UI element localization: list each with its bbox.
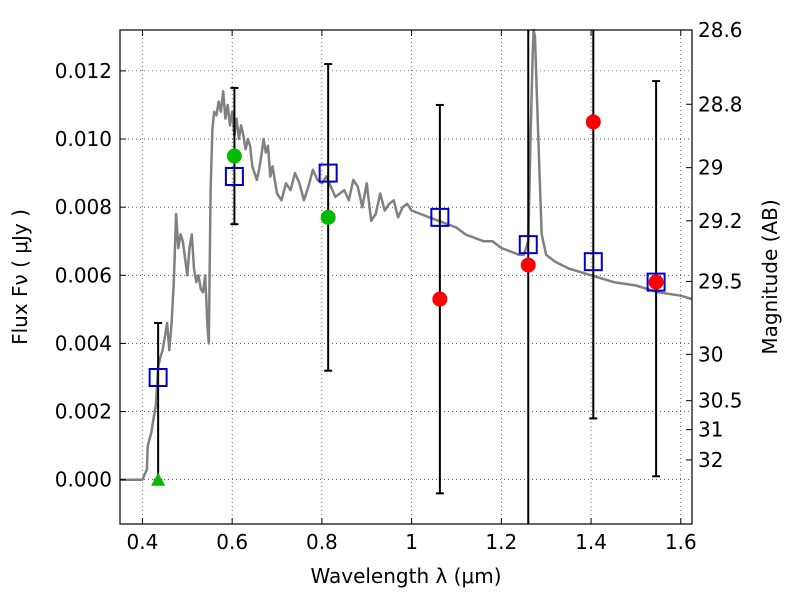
y2-tick-label: 29 [698, 156, 723, 180]
y-axis-label: Flux Fν ( μJy ) [8, 209, 32, 345]
y-tick-label: 0.006 [55, 263, 112, 287]
model-sed-line [120, 28, 693, 481]
y2-tick-label: 29.5 [698, 269, 743, 293]
y-tick-label: 0.002 [55, 400, 112, 424]
marker-layer [148, 114, 666, 486]
y2-tick-label: 30 [698, 342, 723, 366]
x-tick-label: 1 [405, 530, 418, 554]
observed-flux-circle-marker [520, 257, 536, 273]
axes [119, 29, 693, 525]
y2-tick-label: 28.6 [698, 18, 743, 42]
model-flux-square-marker [224, 166, 244, 186]
model-flux-square-marker [583, 252, 603, 272]
model-sed-layer [120, 28, 693, 481]
x-tick-label: 1.6 [665, 530, 697, 554]
observed-flux-circle-marker [320, 209, 336, 225]
y2-tick-label: 32 [698, 448, 723, 472]
model-flux-square-marker [646, 272, 666, 292]
y2-tick-label: 30.5 [698, 389, 743, 413]
y-tick-label: 0.008 [55, 195, 112, 219]
model-flux-square-marker [518, 235, 538, 255]
upper-limit-triangle-marker [151, 472, 166, 486]
y-tick-label: 0.012 [55, 59, 112, 83]
observed-flux-circle-marker [226, 148, 242, 164]
y2-axis-label: Magnitude (AB) [758, 199, 782, 354]
tick-labels: 0.4 0.6 0.8 1 1.2 1.4 1.6 0.000 0.002 0.004 0.006 0… [55, 18, 743, 554]
x-tick-label: 0.6 [216, 530, 248, 554]
grid-lines [120, 30, 692, 524]
x-tick-label: 1.2 [485, 530, 517, 554]
y2-tick-label: 28.8 [698, 92, 743, 116]
x-tick-label: 0.8 [306, 530, 338, 554]
plot-frame [119, 29, 693, 525]
model-flux-square-marker [430, 207, 450, 227]
errorbar-layer [154, 30, 661, 524]
x-tick-label: 1.4 [575, 530, 607, 554]
model-flux-square-marker [318, 163, 338, 183]
model-flux-square-marker [148, 368, 168, 388]
x-tick-label: 0.4 [127, 530, 159, 554]
y-tick-label: 0.004 [55, 331, 112, 355]
y-tick-label: 0.000 [55, 468, 112, 492]
y-tick-label: 0.010 [55, 127, 112, 151]
y2-tick-label: 31 [698, 418, 723, 442]
y2-tick-label: 29.2 [698, 209, 743, 233]
observed-flux-circle-marker [432, 291, 448, 307]
observed-flux-circle-marker [648, 274, 664, 290]
x-axis-label: Wavelength λ (μm) [310, 564, 501, 588]
observed-flux-circle-marker [585, 114, 601, 130]
